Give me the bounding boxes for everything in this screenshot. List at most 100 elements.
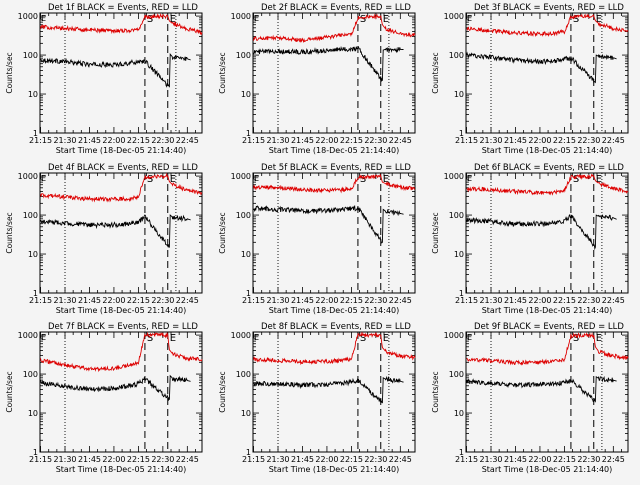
y-tick-label: 10 (241, 250, 251, 259)
panel-title: Det 2f BLACK = Events, RED = LLD (261, 3, 411, 13)
corner-e-label: E (254, 174, 259, 183)
panel-title: Det 1f BLACK = Events, RED = LLD (48, 3, 198, 13)
y-tick-label: 10 (454, 90, 464, 99)
events-series-line (253, 45, 404, 82)
x-tick-label: 21:15 (242, 455, 265, 464)
panel-det-2f: Det 2f BLACK = Events, RED = LLD 1 10 100 10… (218, 3, 416, 155)
y-tick-label: 1 (33, 289, 38, 298)
x-tick-label: 22:00 (102, 136, 125, 145)
lld-series-line (466, 332, 629, 366)
corner-e-label: E (41, 333, 46, 342)
x-axis-label: Start Time (18-Dec-05 21:14:40) (56, 146, 187, 155)
y-axis-label: Counts/sec (218, 371, 227, 412)
y-tick-label: 10 (454, 409, 464, 418)
y-tick-label: 10 (241, 90, 251, 99)
events-series-line (466, 213, 617, 251)
x-tick-label: 21:15 (242, 136, 265, 145)
y-tick-label: 1 (459, 129, 464, 138)
x-tick-label: 22:30 (577, 455, 600, 464)
panel-det-9f: Det 9f BLACK = Events, RED = LLD 1 10 100 10… (431, 322, 629, 474)
y-axis-label: Counts/sec (431, 371, 440, 412)
y-tick-label: 100 (449, 51, 464, 60)
y-tick-label: 1 (33, 129, 38, 138)
y-tick-label: 10 (28, 250, 38, 259)
y-tick-label: 1000 (444, 331, 464, 340)
events-series-line (253, 204, 404, 244)
y-tick-label: 1000 (231, 172, 251, 181)
y-tick-label: 1 (33, 448, 38, 457)
plot-frame (252, 12, 416, 134)
x-tick-label: 22:30 (577, 136, 600, 145)
panel-title: Det 6f BLACK = Events, RED = LLD (474, 163, 624, 173)
y-tick-label: 1000 (18, 12, 38, 21)
end-marker-label: E (596, 333, 602, 344)
y-tick-label: 10 (28, 90, 38, 99)
plot-frame (39, 331, 203, 453)
x-tick-label: 22:45 (176, 455, 199, 464)
y-tick-label: 1 (246, 129, 251, 138)
x-tick-label: 22:45 (389, 296, 412, 305)
x-tick-label: 22:30 (577, 296, 600, 305)
x-tick-label: 21:15 (29, 136, 52, 145)
y-tick-label: 100 (236, 211, 251, 220)
x-tick-label: 21:45 (504, 296, 527, 305)
end-marker-label: E (170, 14, 176, 25)
plot-frame (465, 331, 629, 453)
panel-title: Det 5f BLACK = Events, RED = LLD (261, 163, 411, 173)
x-tick-label: 22:00 (528, 455, 551, 464)
x-tick-label: 22:30 (364, 136, 387, 145)
lld-series-line (466, 13, 629, 38)
y-tick-label: 100 (23, 211, 38, 220)
x-tick-label: 22:15 (127, 296, 150, 305)
panel-title: Det 3f BLACK = Events, RED = LLD (474, 3, 624, 13)
x-tick-label: 21:15 (242, 296, 265, 305)
lld-series-line (253, 13, 416, 44)
panel-det-4f: Det 4f BLACK = Events, RED = LLD 1 10 100 10… (5, 163, 203, 315)
end-marker-label: E (383, 333, 389, 344)
x-tick-label: 22:00 (315, 136, 338, 145)
y-axis-label: Counts/sec (5, 371, 14, 412)
x-tick-label: 21:15 (455, 136, 478, 145)
panel-det-7f: Det 7f BLACK = Events, RED = LLD 1 10 100 10… (5, 322, 203, 474)
x-tick-label: 22:15 (553, 455, 576, 464)
plot-frame (39, 172, 203, 294)
corner-e-label: E (41, 14, 46, 23)
end-marker-label: E (596, 14, 602, 25)
events-series-line (253, 375, 404, 404)
y-axis-label: Counts/sec (5, 52, 14, 93)
y-axis-label: Counts/sec (431, 52, 440, 93)
x-axis-label: Start Time (18-Dec-05 21:14:40) (269, 465, 400, 474)
lld-series-line (253, 331, 416, 366)
x-axis-label: Start Time (18-Dec-05 21:14:40) (56, 465, 187, 474)
x-tick-label: 22:15 (127, 455, 150, 464)
y-tick-label: 100 (236, 51, 251, 60)
start-marker-label: S (360, 14, 366, 25)
panel-title: Det 8f BLACK = Events, RED = LLD (261, 322, 411, 332)
x-axis-label: Start Time (18-Dec-05 21:14:40) (56, 306, 187, 315)
start-marker-label: S (147, 14, 153, 25)
x-tick-label: 22:00 (315, 296, 338, 305)
x-tick-label: 21:45 (291, 136, 314, 145)
plot-frame (252, 331, 416, 453)
x-tick-label: 22:45 (602, 455, 625, 464)
plot-frame (252, 172, 416, 294)
y-tick-label: 1 (459, 289, 464, 298)
x-tick-label: 22:45 (389, 136, 412, 145)
panel-det-3f: Det 3f BLACK = Events, RED = LLD 1 10 100 10… (431, 3, 629, 155)
y-tick-label: 10 (28, 409, 38, 418)
end-marker-label: E (170, 174, 176, 185)
x-tick-label: 22:00 (102, 296, 125, 305)
x-tick-label: 22:30 (364, 296, 387, 305)
x-tick-label: 21:45 (78, 455, 101, 464)
start-marker-label: S (147, 174, 153, 185)
panel-det-1f: Det 1f BLACK = Events, RED = LLD 1 10 100 10… (5, 3, 203, 155)
x-tick-label: 21:30 (266, 455, 289, 464)
x-tick-label: 22:45 (176, 296, 199, 305)
x-tick-label: 21:15 (29, 296, 52, 305)
x-tick-label: 22:15 (340, 296, 363, 305)
plot-frame (465, 12, 629, 134)
y-tick-label: 1000 (18, 331, 38, 340)
panel-det-6f: Det 6f BLACK = Events, RED = LLD 1 10 100 10… (431, 163, 629, 315)
x-axis-label: Start Time (18-Dec-05 21:14:40) (269, 146, 400, 155)
